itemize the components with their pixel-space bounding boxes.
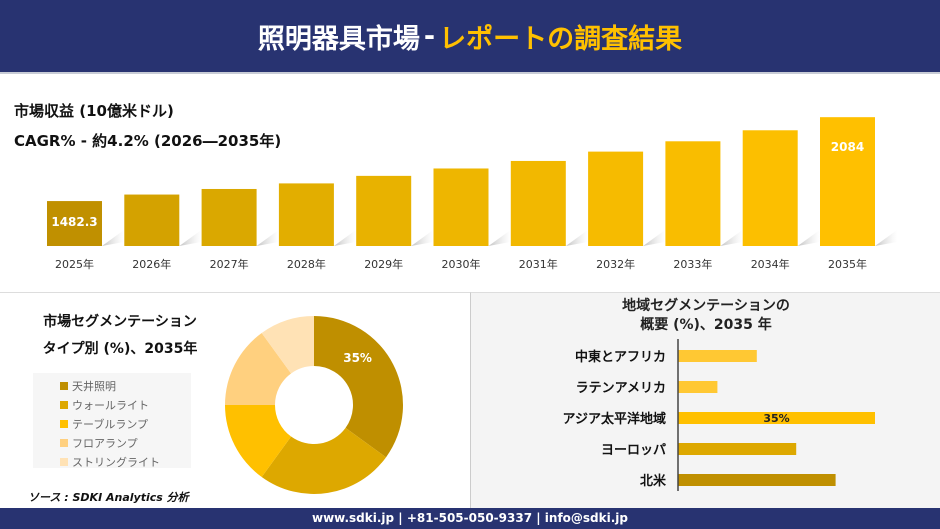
legend-label: ウォールライト — [72, 398, 149, 412]
y-tick-label: 北米 — [640, 473, 667, 489]
footer-contact: www.sdki.jp | +81-505-050-9337 | info@sd… — [0, 508, 940, 529]
x-tick-label: 2028年 — [287, 257, 326, 271]
header-banner: 照明器具市場 - レポートの調査結果 — [0, 0, 940, 74]
bar — [678, 350, 757, 362]
x-tick-label: 2031年 — [519, 257, 558, 271]
x-tick-label: 2030年 — [442, 257, 481, 271]
x-tick-label: 2027年 — [210, 257, 249, 271]
bar-shadow — [643, 230, 666, 246]
bar — [124, 194, 180, 246]
x-tick-label: 2029年 — [364, 257, 403, 271]
bar-shadow — [256, 230, 279, 246]
x-tick-label: 2033年 — [673, 257, 712, 271]
donut-slice — [261, 316, 314, 374]
segment-title-1: 市場セグメンテーション — [43, 314, 197, 330]
bar — [678, 381, 718, 393]
bar-shadow — [333, 230, 356, 246]
x-tick-label: 2032年 — [596, 257, 635, 271]
bar-shadow — [488, 230, 511, 246]
x-tick-label: 2035年 — [828, 257, 867, 271]
bar — [47, 201, 102, 246]
bar — [356, 175, 412, 246]
region-title-1: 地域セグメンテーションの — [622, 298, 790, 314]
bar — [678, 474, 836, 486]
donut-legend: 天井照明ウォールライト テーブルランプ フロアランプストリングライト — [33, 373, 191, 471]
bar-shadow — [797, 230, 820, 246]
revenue-bar-chart: 2025年 1482.3 2026年 2027年 2028年 2029年 2030年 2031… — [47, 117, 897, 271]
bar-shadow — [411, 230, 434, 246]
legend-swatch — [60, 438, 68, 447]
bar — [433, 168, 489, 246]
region-segment-panel: 地域セグメンテーションの 概要 (%)、2035 年 中東とアフリカ ラテンアメリ… — [470, 292, 940, 508]
revenue-panel: 市場収益 (10億米ドル) CAGR% - 約4.2% (2026―2035年)… — [0, 76, 940, 290]
donut-slice — [225, 332, 292, 405]
x-tick-label: 2034年 — [751, 257, 790, 271]
bar — [678, 443, 797, 455]
segment-title-2: タイプ別 (%)、2035年 — [42, 341, 198, 357]
legend-item: ウォールライト — [60, 395, 191, 414]
bar-shadow — [179, 230, 202, 246]
data-label: 1482.3 — [51, 215, 97, 229]
legend-item: テーブルランプ — [60, 414, 191, 433]
legend-swatch — [60, 400, 68, 409]
bar — [742, 130, 798, 246]
y-tick-label: アジア太平洋地域 — [563, 411, 666, 427]
x-tick-label: 2025年 — [55, 257, 94, 271]
y-tick-label: ラテンアメリカ — [576, 381, 666, 396]
x-tick-label: 2026年 — [132, 257, 171, 271]
donut-slice — [225, 405, 292, 478]
revenue-label: 市場収益 (10億米ドル) — [14, 102, 174, 120]
type-donut-chart: 35% — [225, 316, 403, 494]
bar — [278, 183, 334, 246]
legend-item: フロアランプ — [60, 433, 191, 452]
title-accent: レポートの調査結果 — [439, 23, 683, 55]
bar — [510, 160, 566, 246]
bar-shadow — [875, 230, 897, 246]
legend-label: フロアランプ — [72, 436, 138, 450]
region-title: 地域セグメンテーションの 概要 (%)、2035 年 — [471, 297, 940, 335]
legend-item: ストリングライト — [60, 452, 191, 471]
data-label: 35% — [343, 351, 372, 365]
bar — [678, 412, 875, 424]
source-note: ソース : SDKI Analytics 分析 — [28, 491, 189, 504]
region-title-2: 概要 (%)、2035 年 — [640, 317, 772, 333]
legend-swatch — [60, 419, 68, 428]
legend-label: ストリングライト — [72, 455, 160, 469]
bar — [665, 141, 721, 246]
legend-swatch — [60, 381, 68, 390]
bar — [201, 188, 257, 246]
title-sep: - — [423, 20, 436, 52]
donut-slice — [261, 427, 387, 494]
title-main: 照明器具市場 — [257, 23, 420, 55]
y-tick-label: ヨーロッパ — [601, 443, 666, 458]
cagr-label: CAGR% - 約4.2% (2026―2035年) — [14, 132, 282, 150]
bar — [820, 117, 875, 246]
bar-shadow — [102, 230, 124, 246]
legend-label: テーブルランプ — [72, 417, 149, 431]
y-tick-label: 中東とアフリカ — [575, 349, 666, 365]
legend-item: 天井照明 — [60, 376, 191, 395]
legend-label: 天井照明 — [72, 379, 116, 393]
bar — [588, 151, 644, 246]
data-label: 2084 — [831, 140, 864, 154]
legend-swatch — [60, 457, 68, 466]
donut-slice — [314, 316, 403, 458]
bar-shadow — [565, 230, 588, 246]
bar-shadow — [720, 230, 743, 246]
data-label: 35% — [763, 412, 789, 425]
